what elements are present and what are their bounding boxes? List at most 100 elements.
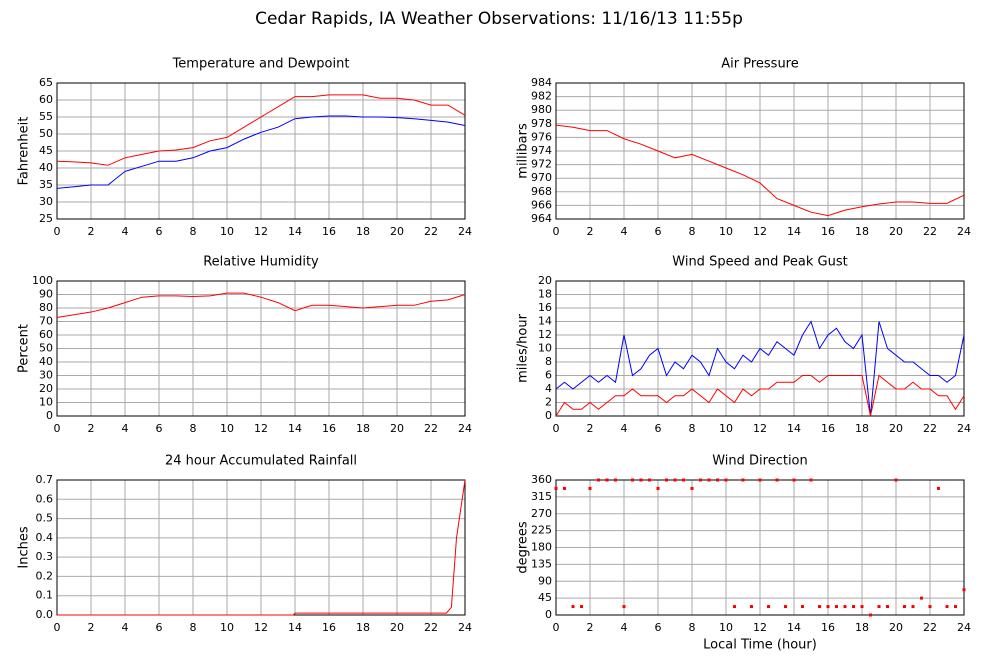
- plot-border: [56, 280, 466, 417]
- y-tick-label: 65: [39, 76, 53, 89]
- x-tick-label: 24: [458, 422, 472, 435]
- y-tick-label: 10: [538, 342, 552, 355]
- y-tick-label: 70: [39, 315, 53, 328]
- y-tick-label: 6: [545, 369, 552, 382]
- x-tick-label: 14: [787, 422, 801, 435]
- x-tick-label: 20: [390, 225, 404, 238]
- y-tick-label: 0.7: [36, 473, 54, 486]
- x-tick-label: 24: [957, 621, 971, 634]
- x-tick-label: 14: [787, 225, 801, 238]
- y-tick-label: 0.5: [36, 512, 54, 525]
- x-tick-label: 4: [621, 621, 628, 634]
- chart-title: 24 hour Accumulated Rainfall: [165, 454, 357, 469]
- y-tick-label: 30: [39, 369, 53, 382]
- point: [826, 605, 830, 609]
- point: [690, 486, 694, 490]
- point: [860, 605, 864, 609]
- y-tick-label: 60: [39, 328, 53, 341]
- point: [775, 478, 779, 482]
- x-tick-label: 20: [889, 422, 903, 435]
- x-tick-label: 22: [923, 225, 937, 238]
- point: [903, 605, 906, 609]
- y-tick-label: 45: [39, 144, 53, 157]
- x-tick-label: 14: [288, 225, 302, 238]
- x-tick-label: 10: [220, 621, 234, 634]
- x-tick-label: 16: [821, 422, 835, 435]
- x-tick-label: 16: [322, 621, 336, 634]
- x-tick-label: 6: [655, 621, 662, 634]
- series-line: [56, 292, 466, 318]
- x-tick-label: 8: [190, 422, 197, 435]
- y-tick-label: 90: [39, 288, 53, 301]
- point: [707, 478, 711, 482]
- x-tick-label: 16: [322, 422, 336, 435]
- x-tick-label: 10: [220, 422, 234, 435]
- series-line: [57, 479, 466, 616]
- point: [597, 478, 600, 482]
- y-tick-label: 135: [531, 557, 552, 570]
- y-tick-label: 970: [531, 171, 552, 184]
- point: [622, 605, 626, 609]
- point: [614, 478, 617, 482]
- x-tick-label: 20: [889, 621, 903, 634]
- x-tick-label: 6: [655, 225, 662, 238]
- x-tick-label: 8: [689, 621, 696, 634]
- x-tick-label: 22: [424, 422, 438, 435]
- x-tick-label: 4: [122, 621, 129, 634]
- point: [911, 605, 915, 609]
- chart-title: Wind Speed and Peak Gust: [672, 255, 847, 270]
- point: [962, 588, 966, 592]
- y-tick-label: 45: [538, 591, 552, 604]
- y-tick-label: 8: [545, 355, 552, 368]
- x-tick-label: 18: [855, 225, 869, 238]
- x-tick-label: 4: [621, 225, 628, 238]
- x-tick-label: 0: [54, 422, 61, 435]
- x-tick-label: 24: [458, 621, 472, 634]
- x-tick-label: 8: [190, 225, 197, 238]
- y-tick-label: 12: [538, 328, 552, 341]
- point: [818, 605, 821, 609]
- point: [894, 478, 898, 482]
- x-tick-label: 18: [855, 422, 869, 435]
- y-tick-label: 976: [531, 130, 552, 143]
- x-tick-label: 14: [288, 422, 302, 435]
- chart-title: Temperature and Dewpoint: [172, 57, 350, 72]
- x-axis-label: Local Time (hour): [703, 638, 817, 653]
- x-tick-label: 22: [424, 225, 438, 238]
- x-tick-label: 18: [356, 225, 370, 238]
- point: [784, 605, 787, 609]
- point: [724, 478, 728, 482]
- x-tick-label: 18: [356, 621, 370, 634]
- x-tick-label: 20: [390, 422, 404, 435]
- point: [835, 605, 838, 609]
- y-tick-label: 980: [531, 103, 552, 116]
- point: [673, 478, 677, 482]
- y-axis-label: degrees: [516, 521, 531, 574]
- x-tick-label: 12: [254, 621, 268, 634]
- point: [648, 478, 651, 482]
- y-tick-label: 180: [531, 541, 552, 554]
- y-tick-label: 972: [531, 158, 552, 171]
- x-tick-label: 22: [923, 621, 937, 634]
- point: [750, 605, 753, 609]
- point: [758, 478, 762, 482]
- y-tick-label: 968: [531, 185, 552, 198]
- y-tick-label: 90: [538, 574, 552, 587]
- x-tick-label: 10: [220, 225, 234, 238]
- x-tick-label: 6: [156, 225, 163, 238]
- point: [563, 486, 566, 490]
- point: [937, 486, 940, 490]
- y-tick-label: 50: [39, 127, 53, 140]
- point: [767, 605, 770, 609]
- y-tick-label: 0.6: [36, 492, 54, 505]
- y-axis-label: Percent: [17, 324, 32, 373]
- y-tick-label: 80: [39, 301, 53, 314]
- y-tick-label: 982: [531, 90, 552, 103]
- y-tick-label: 14: [538, 315, 552, 328]
- point: [886, 605, 889, 609]
- y-tick-label: 2: [545, 396, 552, 409]
- y-axis-label: Fahrenheit: [17, 117, 32, 186]
- point: [792, 478, 796, 482]
- x-tick-label: 4: [122, 422, 129, 435]
- x-tick-label: 6: [655, 422, 662, 435]
